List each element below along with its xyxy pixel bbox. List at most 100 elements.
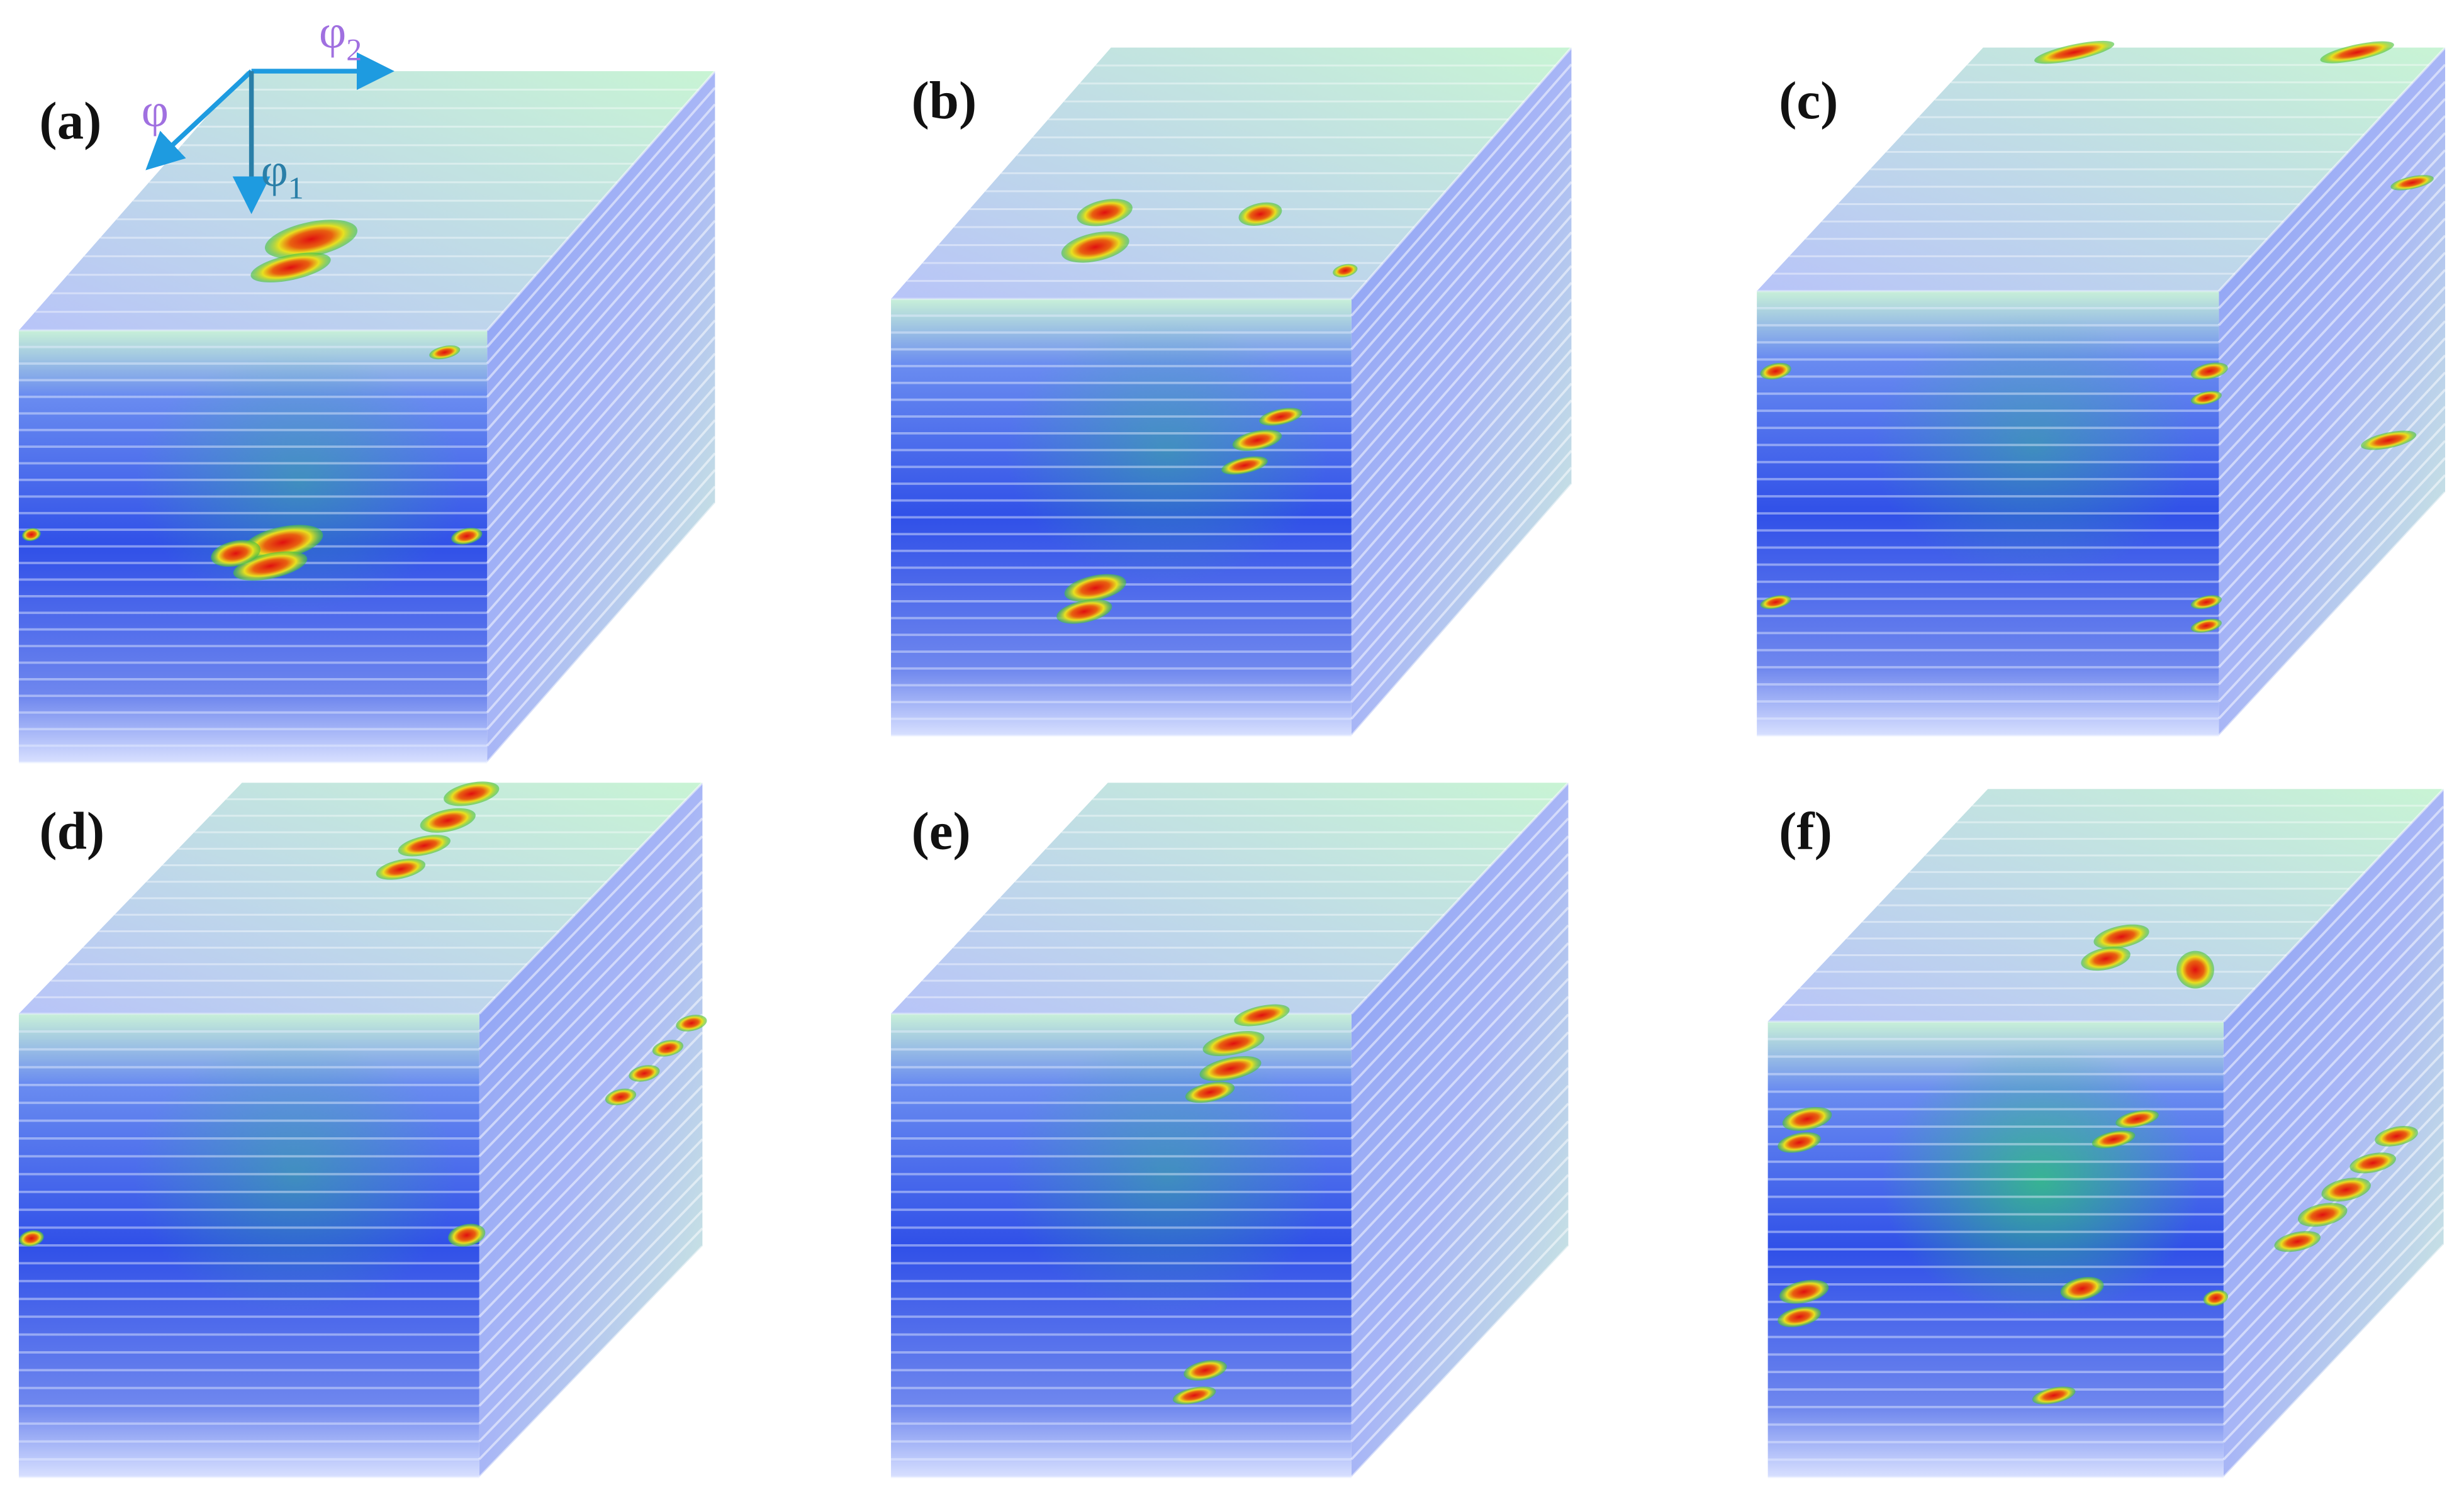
slice-line [2218, 115, 2446, 360]
slice-line [1350, 298, 1572, 552]
axis-symbol: φ [261, 144, 288, 196]
intensity-peak [652, 1040, 683, 1057]
slice-line [1350, 1103, 1569, 1335]
intensity-peak [2034, 40, 2115, 64]
intensity-peak [2190, 362, 2228, 380]
texture [1005, 320, 1329, 583]
slice-line [1350, 114, 1572, 367]
slice-line [2222, 1173, 2444, 1408]
intensity-peak [2176, 950, 2214, 989]
intensity-peak [2297, 1203, 2348, 1227]
slice-line [2218, 252, 2446, 498]
slice-line [2222, 945, 2444, 1181]
slice-line [2222, 840, 2444, 1075]
slice-line [1350, 1245, 1569, 1478]
intensity-peak [1221, 456, 1268, 475]
slice-line [478, 1174, 703, 1407]
cube-top [1757, 47, 2446, 291]
intensity-peak [1333, 264, 1358, 277]
slice-line [2222, 963, 2444, 1198]
intensity-peak [1234, 1004, 1290, 1027]
intensity-peak [2274, 1231, 2321, 1252]
slice-line [2218, 457, 2446, 703]
slice-line [1350, 97, 1572, 350]
slice-line [486, 502, 716, 764]
panel-label: (b) [912, 71, 977, 130]
intensity-peak [2081, 947, 2131, 971]
slice-line [2222, 1226, 2444, 1461]
slice-line [1350, 80, 1572, 333]
cube [1767, 788, 2444, 1479]
slice-line [486, 386, 716, 647]
cube-top [891, 47, 1572, 299]
slice-line [2222, 1033, 2444, 1268]
texture [1005, 1037, 1329, 1315]
intensity-peak [1259, 408, 1302, 426]
intensity-peak [1778, 1132, 1821, 1153]
slice-line [2218, 201, 2446, 446]
slice-line [1350, 996, 1569, 1228]
slice-line [1350, 1227, 1569, 1461]
slice-line [478, 835, 703, 1068]
cube [891, 782, 1569, 1479]
axis-label: φ2 [319, 6, 362, 67]
intensity-peak [398, 835, 451, 857]
slice-line [478, 799, 703, 1033]
panel-label: (a) [39, 91, 101, 150]
slice-line [1350, 817, 1569, 1050]
intensity-peak [376, 858, 426, 880]
slice-line [478, 871, 703, 1104]
slice-line [1350, 799, 1569, 1033]
slice-line [2218, 149, 2446, 395]
slice-line [1350, 365, 1572, 619]
slice-line [2218, 337, 2446, 583]
intensity-peak [242, 525, 323, 560]
slice-line [2218, 474, 2446, 720]
texture [136, 352, 464, 611]
axis-symbol: φ [319, 6, 346, 58]
slice-line [486, 120, 716, 381]
slice-line [2218, 235, 2446, 481]
slice-line [2222, 981, 2444, 1215]
slice-line [1350, 130, 1572, 384]
slice-line [1350, 1031, 1569, 1264]
slice-line [1350, 450, 1572, 703]
cube [18, 70, 716, 764]
slice-line [1350, 198, 1572, 451]
slice-line [486, 369, 716, 630]
slice-line [2222, 1244, 2444, 1478]
slice-line [2222, 805, 2444, 1040]
intensity-peak [2093, 924, 2149, 949]
panel-label: (f) [1779, 801, 1832, 860]
intensity-peak [1185, 1081, 1235, 1103]
slice-line [2218, 389, 2446, 634]
slice-line [2222, 893, 2444, 1128]
slice-line [2218, 132, 2446, 377]
slice-line [478, 960, 703, 1193]
slice-line [2222, 1139, 2444, 1373]
intensity-peak [22, 528, 41, 542]
slice-line [478, 1210, 703, 1442]
slice-line [1350, 466, 1572, 720]
intensity-peak [211, 540, 260, 567]
slice-line [486, 336, 716, 598]
slice-line [2218, 354, 2446, 600]
cube-top [18, 782, 703, 1014]
slice-line [478, 1103, 703, 1335]
cubes [18, 40, 2446, 1479]
slice-line [2218, 440, 2446, 686]
intensity-peak [1232, 430, 1282, 451]
intensity-peak [1184, 1360, 1227, 1381]
slice-line [486, 403, 716, 664]
slice-line [1350, 349, 1572, 603]
slice-line [2218, 183, 2446, 429]
slice-line [2218, 64, 2446, 309]
slice-line [486, 286, 716, 547]
intensity-peak [19, 1230, 44, 1247]
intensity-peak [2190, 618, 2222, 633]
cube-top [18, 71, 715, 331]
slice-line [1350, 231, 1572, 485]
intensity-peak [1077, 199, 1133, 226]
slice-line [486, 320, 716, 581]
